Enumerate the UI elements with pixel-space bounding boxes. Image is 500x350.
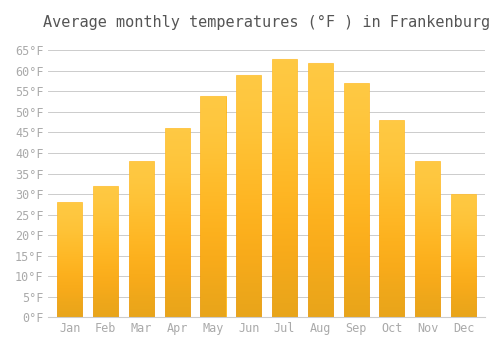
Bar <box>164 128 190 317</box>
Bar <box>308 63 333 317</box>
Bar <box>380 120 404 317</box>
Bar <box>451 194 476 317</box>
Bar <box>344 83 368 317</box>
Bar <box>58 202 82 317</box>
Bar <box>236 75 262 317</box>
Bar <box>415 161 440 317</box>
Title: Average monthly temperatures (°F ) in Frankenburg: Average monthly temperatures (°F ) in Fr… <box>43 15 490 30</box>
Bar <box>200 96 226 317</box>
Bar <box>93 186 118 317</box>
Bar <box>272 59 297 317</box>
Bar <box>129 161 154 317</box>
